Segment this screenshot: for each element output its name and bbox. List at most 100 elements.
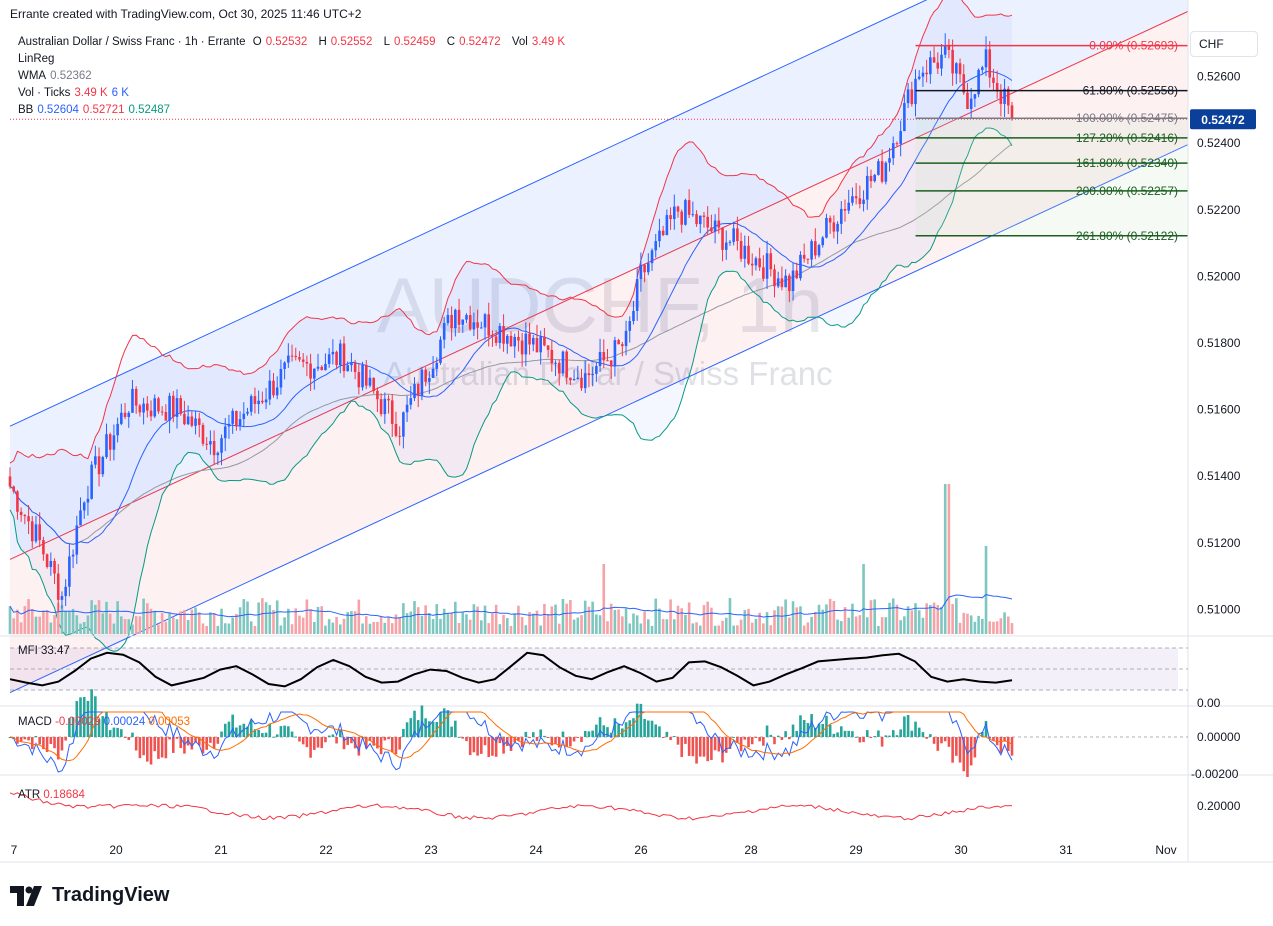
candle-body <box>747 245 750 264</box>
candle-body <box>814 241 817 256</box>
fib-zone <box>915 163 1188 191</box>
price-axis[interactable]: 0.52600 0.52400 0.52200 0.52000 0.51800 0.516… <box>1187 0 1256 862</box>
candle-body <box>424 369 427 382</box>
fib-level-label: 261.80% (0.52122) <box>1076 229 1178 243</box>
volume-bar <box>684 614 687 634</box>
macd-histogram-bar <box>617 724 620 737</box>
atr-pane: ATR 0.18684 0.20000 <box>9 789 1241 821</box>
volume-bar <box>680 608 684 634</box>
macd-histogram-bar <box>283 725 286 737</box>
macd-histogram-bar <box>157 737 160 759</box>
macd-value: -0.00029 <box>55 716 104 728</box>
macd-histogram-bar <box>101 716 105 737</box>
volume-bar <box>780 606 784 634</box>
volume-bar <box>984 546 988 634</box>
macd-histogram-bar <box>223 723 227 737</box>
macd-histogram-bar <box>476 737 479 756</box>
macd-histogram-bar <box>350 737 353 744</box>
macd-histogram-bar <box>68 717 71 737</box>
macd-histogram-bar <box>246 726 249 737</box>
candle-body <box>906 89 910 104</box>
time-tick-label: 26 <box>634 843 648 857</box>
volume-bar <box>602 564 606 634</box>
legend-bollinger[interactable]: BB 0.52604 0.52721 0.52487 <box>18 104 171 116</box>
tradingview-logo[interactable]: TradingView <box>10 884 169 907</box>
candle-body <box>561 351 565 374</box>
ohlc-high: H 0.52552 <box>318 36 373 48</box>
macd-histogram-bar <box>242 723 246 737</box>
candle-body <box>531 338 535 345</box>
candle-body <box>929 57 932 75</box>
volume-bar <box>398 617 401 634</box>
volume-bar <box>728 598 732 634</box>
volume-bar <box>647 619 650 634</box>
volume-bar <box>350 611 353 634</box>
candle-body <box>635 279 639 311</box>
candle-body <box>914 78 917 105</box>
candle-body <box>884 162 888 182</box>
volume-bar <box>127 619 131 634</box>
macd-histogram-bar <box>372 737 375 746</box>
atr-label: ATR 0.18684 <box>18 789 86 801</box>
volume-bar <box>346 612 350 634</box>
candle-body <box>576 377 580 380</box>
volume-bar <box>301 617 305 634</box>
candle-body <box>331 351 335 355</box>
volume-bar <box>869 600 873 634</box>
mfi-tick-label: 0.00 <box>1197 696 1221 710</box>
candle-body <box>665 215 669 236</box>
candle-body <box>509 335 513 347</box>
volume-bar <box>450 613 453 634</box>
volume-bar <box>880 617 884 634</box>
volume-bar <box>42 610 45 634</box>
candle-body <box>146 403 149 411</box>
macd-histogram-bar <box>888 735 891 737</box>
macd-histogram-bar <box>513 737 517 743</box>
legend-linreg[interactable]: LinReg <box>18 53 55 65</box>
bb-lower-line <box>9 127 1013 652</box>
macd-histogram-bar <box>1010 737 1014 756</box>
atr-line <box>9 792 1013 821</box>
macd-histogram-bar <box>609 732 613 737</box>
volume-bar <box>513 613 517 634</box>
candle-body <box>480 327 483 329</box>
macd-histogram-bar <box>869 737 873 738</box>
candle-body <box>19 511 23 516</box>
candle-body <box>632 310 635 322</box>
volume-bar <box>457 623 461 634</box>
macd-histogram-bar <box>517 737 520 741</box>
candle-body <box>361 364 364 388</box>
volume-bar <box>290 624 294 634</box>
candle-body <box>201 424 205 444</box>
macd-histogram-bar <box>925 737 928 739</box>
candle-body <box>743 245 747 259</box>
macd-histogram-bar <box>687 737 691 756</box>
macd-histogram-bar <box>487 737 491 758</box>
price-tick-label: 0.51600 <box>1197 403 1241 417</box>
candle-body <box>246 411 249 414</box>
volume-bar <box>186 619 190 634</box>
macd-histogram-bar <box>53 737 56 749</box>
macd-histogram-bar <box>539 729 542 737</box>
volume-bar <box>142 598 145 634</box>
volume-bar <box>387 616 390 634</box>
macd-histogram-bar <box>531 732 535 737</box>
macd-histogram-bar <box>791 724 795 737</box>
candle-body <box>810 241 813 260</box>
macd-histogram-bar <box>387 737 390 740</box>
fibonacci-extension[interactable]: 0.00% (0.52693) 61.80% (0.52558) 100.00% (… <box>915 39 1188 243</box>
candle-body <box>650 250 654 264</box>
candle-body <box>12 486 16 492</box>
candle-body <box>409 398 413 405</box>
legend-wma[interactable]: WMA 0.52362 <box>18 70 92 82</box>
currency-selector[interactable]: CHF <box>1190 31 1258 57</box>
macd-histogram-bar <box>294 736 298 738</box>
candle-body <box>910 89 914 105</box>
macd-histogram-bar <box>227 721 231 737</box>
candle-body <box>468 315 472 330</box>
volume-bar <box>324 625 327 634</box>
fib-zone <box>915 190 1188 236</box>
symbol-description[interactable]: Australian Dollar / Swiss Franc · 1h · E… <box>18 36 246 48</box>
